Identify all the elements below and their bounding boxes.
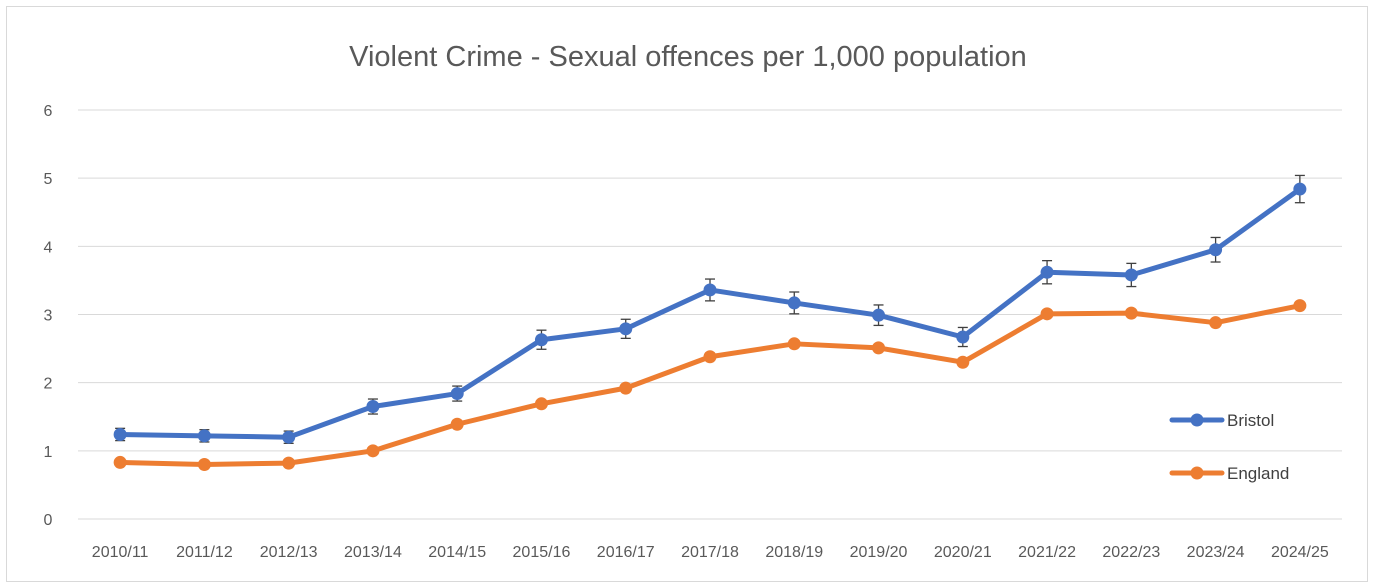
data-point-bristol <box>1293 182 1307 196</box>
x-tick-label: 2020/21 <box>934 544 992 561</box>
data-point-bristol <box>1209 243 1223 257</box>
data-point-bristol <box>703 283 717 297</box>
data-point-england <box>956 355 970 369</box>
data-point-england <box>1124 306 1138 320</box>
x-tick-label: 2024/25 <box>1271 544 1329 561</box>
data-point-bristol <box>872 308 886 322</box>
x-tick-label: 2013/14 <box>344 544 402 561</box>
x-tick-label: 2014/15 <box>428 544 486 561</box>
data-point-bristol <box>1040 265 1054 279</box>
data-point-england <box>282 456 296 470</box>
data-point-england <box>1209 316 1223 330</box>
legend-label-bristol: Bristol <box>1227 411 1274 430</box>
y-tick-label: 0 <box>44 512 53 529</box>
data-point-england <box>787 337 801 351</box>
legend-label-england: England <box>1227 464 1289 483</box>
y-tick-label: 5 <box>44 171 53 188</box>
y-tick-label: 1 <box>44 444 53 461</box>
data-point-bristol <box>619 322 633 336</box>
data-point-england <box>113 455 127 469</box>
data-point-bristol <box>956 330 970 344</box>
series-line-england <box>117 303 1303 467</box>
x-axis-ticks: 2010/11 2011/12 2012/13 2013/14 2014/15 2015/… <box>92 544 1329 561</box>
x-tick-label: 2019/20 <box>850 544 908 561</box>
data-point-england <box>703 350 717 364</box>
x-tick-label: 2012/13 <box>260 544 318 561</box>
x-tick-label: 2010/11 <box>92 544 149 561</box>
x-tick-label: 2023/24 <box>1187 544 1245 561</box>
data-point-england <box>197 457 211 471</box>
data-point-bristol <box>113 427 127 441</box>
data-point-england <box>619 381 633 395</box>
y-tick-label: 2 <box>44 376 53 393</box>
x-tick-label: 2011/12 <box>176 544 233 561</box>
data-point-bristol <box>366 400 380 414</box>
data-point-bristol <box>197 429 211 443</box>
data-point-bristol <box>787 296 801 310</box>
chart-title: Violent Crime - Sexual offences per 1,00… <box>349 41 1027 73</box>
x-tick-label: 2016/17 <box>597 544 655 561</box>
legend: Bristol England <box>1169 411 1289 483</box>
y-tick-label: 4 <box>44 239 53 256</box>
data-point-bristol <box>534 333 548 347</box>
data-point-bristol <box>450 387 464 401</box>
series-lines <box>113 182 1307 471</box>
data-point-bristol <box>282 430 296 444</box>
data-point-england <box>1293 299 1307 313</box>
y-tick-label: 3 <box>44 308 53 325</box>
data-point-england <box>366 444 380 458</box>
x-tick-label: 2022/23 <box>1102 544 1160 561</box>
data-point-england <box>1040 307 1054 321</box>
x-tick-label: 2018/19 <box>765 544 823 561</box>
y-axis-ticks: 0 1 2 3 4 5 6 <box>44 103 53 529</box>
data-point-england <box>450 417 464 431</box>
data-point-england <box>534 397 548 411</box>
y-tick-label: 6 <box>44 103 53 120</box>
data-point-bristol <box>1124 268 1138 282</box>
x-tick-label: 2017/18 <box>681 544 739 561</box>
x-tick-label: 2021/22 <box>1018 544 1076 561</box>
chart-frame <box>6 6 1368 582</box>
legend-marker-england <box>1190 466 1204 480</box>
x-tick-label: 2015/16 <box>513 544 571 561</box>
legend-marker-bristol <box>1190 413 1204 427</box>
data-point-england <box>872 341 886 355</box>
grid-lines <box>78 109 1342 520</box>
